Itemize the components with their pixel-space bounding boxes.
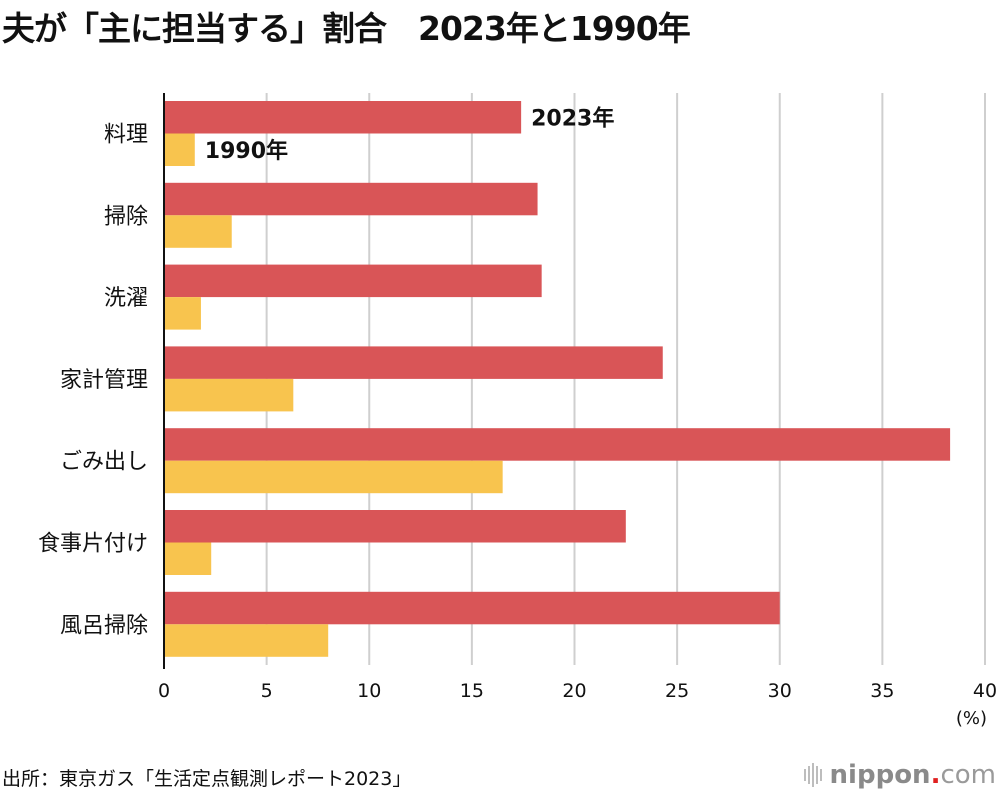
logo-bars-icon [803,763,822,787]
bar-2023 [164,346,663,379]
bar-1990 [164,624,329,657]
bar-1990 [164,215,232,248]
category-label: ごみ出し [60,450,148,475]
logo-tld: com [940,760,996,790]
gridlines [265,93,986,665]
bar-1990 [164,460,503,494]
tick-labels: 0 5 10 15 20 25 30 35 40 [158,680,997,702]
bars [164,101,951,657]
logo-word: nippon [829,760,931,790]
category-label: 掃除 [104,204,148,229]
category-label: 風呂掃除 [60,613,148,638]
x-tick-label: 15 [460,680,484,702]
series-label-1990: 1990年 [205,138,288,164]
bar-1990 [164,297,201,330]
x-axis-unit-label: (%) [956,708,987,729]
x-tick-label: 0 [158,680,170,702]
category-label: 洗濯 [104,286,148,311]
x-tick-label: 25 [665,680,689,702]
bar-2023 [164,182,538,216]
series-label-2023: 2023年 [531,105,614,131]
logo-dot: . [930,760,941,790]
x-tick-label: 30 [768,680,792,702]
bar-2023 [164,428,951,461]
chart-title: 夫が「主に担当する」割合 2023年と1990年 [2,9,691,48]
category-label: 料理 [104,123,148,148]
category-label: 家計管理 [60,368,148,393]
bar-1990 [164,378,294,412]
x-tick-label: 10 [357,680,381,702]
nippon-logo: nippon. com [803,760,996,790]
bar-1990 [164,542,212,575]
category-label: 食事片付け [38,532,148,557]
x-tick-label: 35 [870,680,894,702]
x-tick-label: 5 [261,680,273,702]
bar-2023 [164,591,780,625]
bar-1990 [164,133,195,166]
bar-2023 [164,101,522,134]
x-tick-label: 40 [973,680,997,702]
bar-2023 [164,264,542,298]
source-note: 出所：東京ガス「生活定点観測レポート2023」 [2,768,412,790]
bar-2023 [164,510,626,543]
x-tick-label: 20 [562,680,586,702]
